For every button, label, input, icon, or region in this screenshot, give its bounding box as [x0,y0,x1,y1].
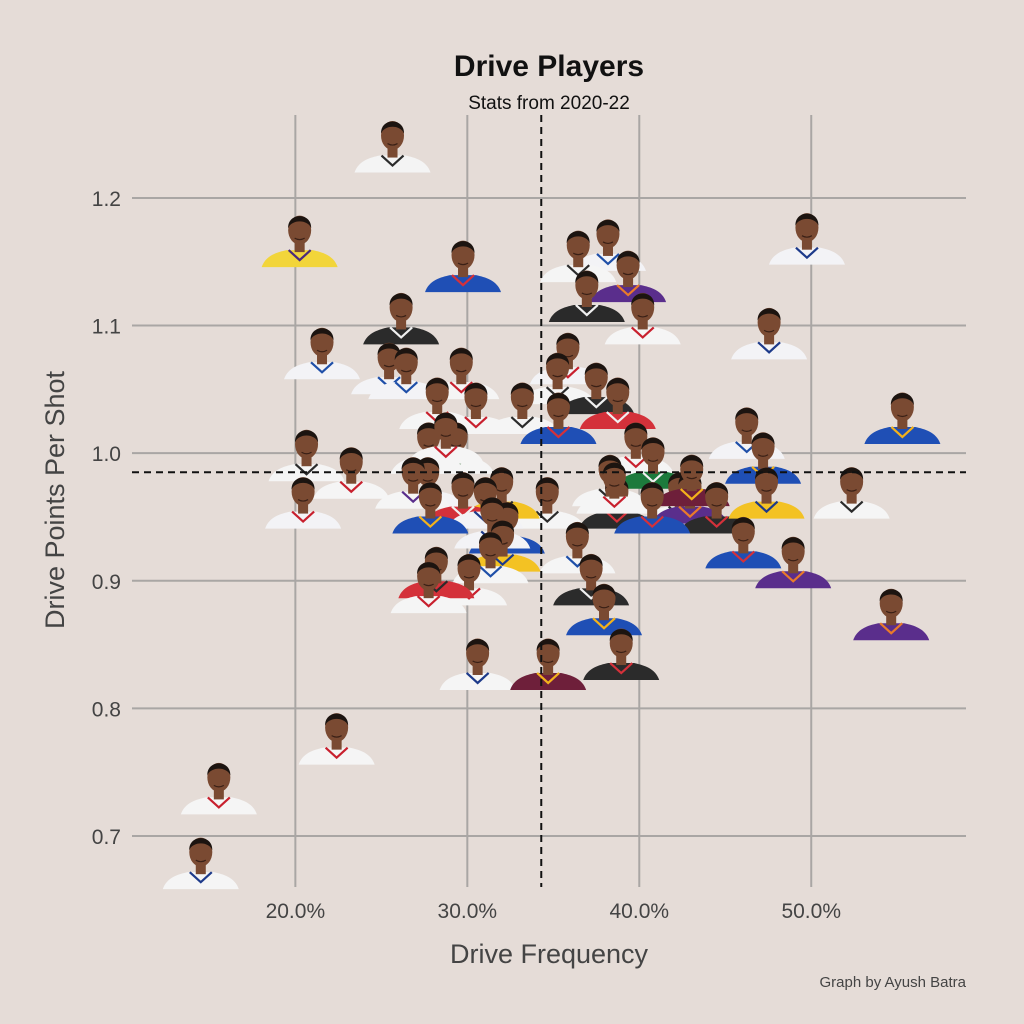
y-axis-label: Drive Points Per Shot [40,370,70,629]
player-headshot-point [284,327,361,380]
player-headshot-point [583,628,660,681]
x-axis-label: Drive Frequency [450,939,649,969]
x-tick-label: 50.0% [781,900,841,923]
player-headshot-point [268,429,345,482]
reference-lines [132,115,966,887]
player-headshot-point [180,762,257,815]
player-headshot-point [265,477,342,529]
player-headshot-point [520,392,597,444]
y-tick-label: 1.0 [92,443,121,466]
player-headshot-point [576,462,653,514]
player-headshot-point [261,215,338,268]
player-headshot-point [853,588,930,641]
y-tick-label: 0.8 [92,698,121,721]
player-headshot-point [354,121,431,173]
player-headshot-point [298,713,375,765]
graph-credit: Graph by Ayush Batra [820,974,967,991]
y-tick-label: 0.7 [92,826,121,849]
player-headshot-point [368,347,445,400]
tick-labels: 20.0% 30.0% 40.0% 50.0% 0.7 0.8 0.9 1.0 1.1 1.2 [92,188,841,923]
player-headshot-point [731,307,808,360]
y-tick-label: 1.2 [92,188,121,211]
player-headshot-point [728,467,805,519]
y-tick-label: 0.9 [92,571,121,594]
player-headshot-point [390,561,467,614]
player-headshot-point [768,213,845,265]
player-headshot-point [510,638,587,690]
player-headshot-point [813,467,890,519]
x-tick-label: 40.0% [610,900,670,923]
player-headshot-point [705,516,782,569]
player-headshot-point [539,521,616,574]
player-headshot-point [363,292,440,345]
player-headshot-point [439,638,516,690]
y-tick-label: 1.1 [92,316,121,339]
chart-title: Drive Players [454,50,644,83]
x-tick-label: 30.0% [438,900,498,923]
player-headshot-point [392,482,469,534]
x-tick-label: 20.0% [266,900,326,923]
player-headshot-point [864,392,941,444]
player-headshot-point [313,447,390,499]
player-headshot-point [548,270,625,322]
player-headshot-point [614,482,691,534]
player-headshot-point [162,837,239,890]
player-headshot-point [604,292,681,345]
chart-subtitle: Stats from 2020-22 [468,93,630,114]
player-headshot-point [425,240,502,293]
player-headshot-point [755,536,832,589]
player-markers [162,121,941,890]
